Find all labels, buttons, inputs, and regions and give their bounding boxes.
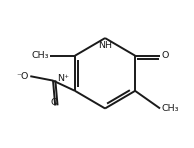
Text: O: O — [162, 51, 169, 60]
Text: O: O — [50, 98, 57, 107]
Text: ⁻O: ⁻O — [16, 72, 29, 81]
Text: N⁺: N⁺ — [57, 74, 69, 83]
Text: NH: NH — [98, 41, 112, 50]
Text: CH₃: CH₃ — [162, 104, 179, 113]
Text: CH₃: CH₃ — [31, 51, 49, 60]
